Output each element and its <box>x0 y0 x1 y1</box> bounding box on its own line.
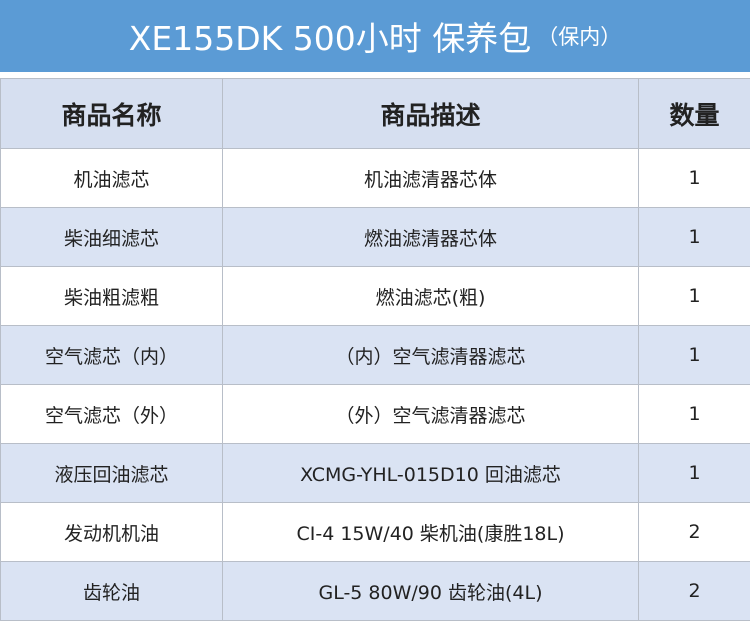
cell: 液压回油滤芯 <box>0 443 223 503</box>
cell: 燃油滤芯(粗) <box>222 266 639 326</box>
header-cell: 商品描述 <box>222 78 639 149</box>
row: 柴油细滤芯 燃油滤清器芯体 1 <box>0 207 750 267</box>
cell: XCMG-YHL-015D10 回油滤芯 <box>222 443 639 503</box>
cell: 柴油细滤芯 <box>0 207 223 267</box>
title-bar: XE155DK 500小时 保养包 （保内） <box>0 0 750 72</box>
cell: 2 <box>638 561 750 621</box>
cell: 空气滤芯（外） <box>0 384 223 444</box>
header-row: 商品名称 商品描述 数量 <box>0 78 750 149</box>
row: 柴油粗滤粗 燃油滤芯(粗) 1 <box>0 266 750 326</box>
cell: 燃油滤清器芯体 <box>222 207 639 267</box>
row: 空气滤芯（外） （外）空气滤清器滤芯 1 <box>0 384 750 444</box>
cell: 2 <box>638 502 750 562</box>
table: 商品名称 商品描述 数量 机油滤芯 机油滤清器芯体 1 柴油细滤芯 燃油滤清器芯体 1 柴油粗滤… <box>0 78 750 621</box>
title: XE155DK 500小时 保养包 <box>128 19 532 58</box>
cell: 齿轮油 <box>0 561 223 621</box>
cell: CI-4 15W/40 柴机油(康胜18L) <box>222 502 639 562</box>
cell: 1 <box>638 443 750 503</box>
title-note: （保内） <box>537 25 622 49</box>
row: 齿轮油 GL-5 80W/90 齿轮油(4L) 2 <box>0 561 750 621</box>
cell: 1 <box>638 207 750 267</box>
cell: 1 <box>638 384 750 444</box>
cell: 机油滤芯 <box>0 148 223 208</box>
cell: GL-5 80W/90 齿轮油(4L) <box>222 561 639 621</box>
row: 空气滤芯（内） （内）空气滤清器滤芯 1 <box>0 325 750 385</box>
header-cell: 数量 <box>638 78 750 149</box>
cell: 1 <box>638 266 750 326</box>
row: 液压回油滤芯 XCMG-YHL-015D10 回油滤芯 1 <box>0 443 750 503</box>
cell: 发动机机油 <box>0 502 223 562</box>
cell: 机油滤清器芯体 <box>222 148 639 208</box>
header-cell: 商品名称 <box>0 78 223 149</box>
cell: （内）空气滤清器滤芯 <box>222 325 639 385</box>
cell: 1 <box>638 325 750 385</box>
cell: （外）空气滤清器滤芯 <box>222 384 639 444</box>
cell: 柴油粗滤粗 <box>0 266 223 326</box>
cell: 空气滤芯（内） <box>0 325 223 385</box>
row: 发动机机油 CI-4 15W/40 柴机油(康胜18L) 2 <box>0 502 750 562</box>
cell: 1 <box>638 148 750 208</box>
row: 机油滤芯 机油滤清器芯体 1 <box>0 148 750 208</box>
